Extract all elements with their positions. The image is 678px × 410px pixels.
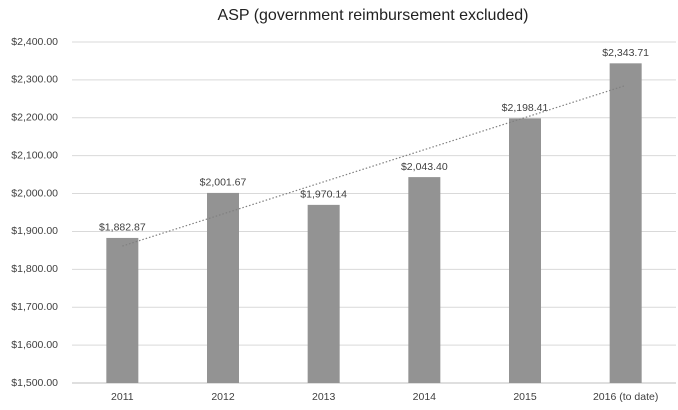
chart-title: ASP (government reimbursement excluded) — [218, 7, 529, 24]
x-tick-label: 2014 — [413, 391, 437, 403]
y-tick-label: $2,200.00 — [11, 112, 58, 124]
bar — [106, 237, 139, 383]
y-tick-label: $2,100.00 — [11, 149, 58, 161]
y-tick-label: $1,600.00 — [11, 339, 58, 351]
bar — [408, 177, 441, 383]
x-tick-label: 2016 (to date) — [593, 391, 658, 403]
data-label: $2,001.67 — [200, 177, 247, 189]
y-tick-label: $1,800.00 — [11, 263, 58, 275]
bar — [509, 118, 541, 383]
bar — [609, 63, 642, 383]
x-tick-label: 2011 — [111, 391, 134, 403]
x-tick-label: 2012 — [211, 391, 235, 403]
bar — [307, 204, 340, 383]
y-tick-label: $2,400.00 — [11, 36, 58, 48]
data-label: $2,198.41 — [502, 102, 549, 114]
data-label: $2,343.71 — [602, 47, 649, 59]
y-tick-label: $1,700.00 — [11, 301, 58, 313]
data-label: $1,882.87 — [99, 222, 146, 234]
x-tick-label: 2013 — [312, 391, 336, 403]
y-tick-label: $1,900.00 — [11, 225, 58, 237]
y-tick-label: $1,500.00 — [11, 377, 58, 389]
x-tick-label: 2015 — [513, 391, 537, 403]
bar — [207, 192, 239, 383]
y-tick-label: $2,300.00 — [11, 74, 58, 86]
y-tick-label: $2,000.00 — [11, 187, 58, 199]
trendline — [122, 84, 626, 247]
data-label: $1,970.14 — [300, 189, 347, 201]
data-label: $2,043.40 — [401, 161, 448, 173]
